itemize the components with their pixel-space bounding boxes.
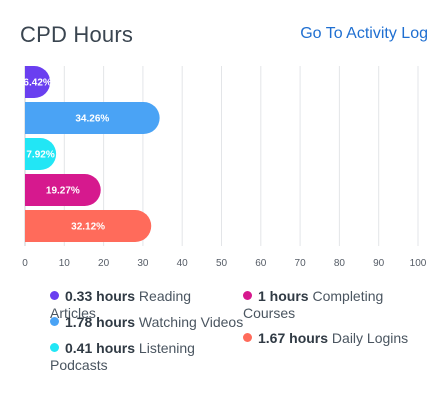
x-tick-label-70: 70 bbox=[295, 258, 307, 269]
cpd-bar-chart: 6.42% 34.26% 7.92% 19.27% 32.12% 0 10 20 30 40 50… bbox=[22, 66, 427, 269]
x-tick-label-80: 80 bbox=[334, 258, 346, 269]
x-tick-label-10: 10 bbox=[59, 258, 71, 269]
legend-dot-reading bbox=[50, 291, 59, 300]
x-tick-label-20: 20 bbox=[98, 258, 110, 269]
x-tick-label-40: 40 bbox=[177, 258, 189, 269]
legend-dot-courses bbox=[243, 291, 252, 300]
bar-label-watching-videos: 34.26% bbox=[75, 114, 109, 125]
legend-dot-logins bbox=[243, 333, 252, 342]
legend-dot-videos bbox=[50, 317, 59, 326]
bar-label-daily-logins: 32.12% bbox=[71, 222, 105, 233]
x-tick-label-60: 60 bbox=[255, 258, 267, 269]
legend-item-reading: 0.33 hours Reading Articles bbox=[50, 288, 192, 321]
chart-bars: 6.42% 34.26% 7.92% 19.27% 32.12% bbox=[23, 66, 160, 242]
x-tick-label-90: 90 bbox=[373, 258, 385, 269]
x-tick-label-30: 30 bbox=[137, 258, 149, 269]
card-header: CPD Hours Go To Activity Log bbox=[20, 22, 428, 48]
bar-completing-courses[interactable] bbox=[25, 174, 101, 206]
bar-label-reading-articles: 6.42% bbox=[23, 78, 51, 89]
activity-log-link[interactable]: Go To Activity Log bbox=[300, 25, 428, 42]
x-tick-label-0: 0 bbox=[22, 258, 28, 269]
bar-watching-videos[interactable] bbox=[25, 102, 160, 134]
bar-listening-podcasts[interactable] bbox=[25, 138, 57, 170]
bar-label-listening-podcasts: 7.92% bbox=[26, 150, 54, 161]
legend-dot-podcasts bbox=[50, 343, 59, 352]
chart-x-ticks: 0 10 20 30 40 50 60 70 80 90 100 bbox=[22, 258, 427, 269]
x-tick-label-100: 100 bbox=[410, 258, 427, 269]
legend-item-courses: 1 hours Completing Courses bbox=[243, 288, 384, 321]
legend-item-podcasts: 0.41 hours Listening Podcasts bbox=[50, 340, 195, 373]
bar-daily-logins[interactable] bbox=[25, 210, 152, 242]
page-title: CPD Hours bbox=[20, 22, 134, 47]
legend-item-videos: 1.78 hours Watching Videos bbox=[50, 314, 250, 331]
legend-item-logins: 1.67 hours Daily Logins bbox=[243, 330, 423, 347]
bar-label-completing-courses: 19.27% bbox=[46, 186, 80, 197]
bar-reading-articles[interactable] bbox=[25, 66, 51, 98]
x-tick-label-50: 50 bbox=[216, 258, 228, 269]
